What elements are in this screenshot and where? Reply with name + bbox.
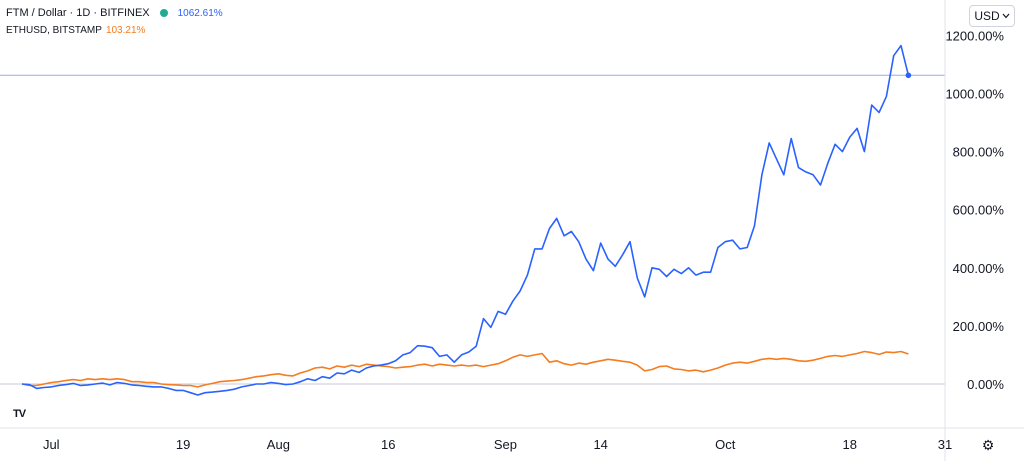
- x-tick-label: 18: [843, 437, 857, 452]
- currency-label: USD: [974, 9, 1000, 23]
- tradingview-logo-icon[interactable]: TV: [12, 408, 26, 420]
- x-tick-label: Oct: [715, 437, 736, 452]
- chevron-down-icon: [1002, 13, 1010, 19]
- legend-compare-symbol: ETHUSD, BITSTAMP: [6, 25, 102, 36]
- y-tick-label: 1000.00%: [945, 87, 1004, 102]
- y-tick-label: 200.00%: [953, 319, 1005, 334]
- legend-main-symbol: FTM / Dollar · 1D · BITFINEX: [6, 7, 150, 19]
- legend-main-series[interactable]: FTM / Dollar · 1D · BITFINEX 1062.61%: [6, 7, 223, 19]
- series-line-ethusd[interactable]: [21, 350, 909, 388]
- last-point-marker: [905, 72, 912, 79]
- gear-icon[interactable]: ⚙: [981, 436, 995, 453]
- x-tick-label: 14: [593, 437, 607, 452]
- currency-select-button[interactable]: USD: [969, 5, 1015, 27]
- x-tick-label: Jul: [43, 437, 60, 452]
- x-tick-label: Aug: [267, 437, 290, 452]
- x-tick-label: Sep: [494, 437, 517, 452]
- series-line-ftm[interactable]: [21, 44, 910, 396]
- x-tick-label: 31: [938, 437, 952, 452]
- y-tick-label: 400.00%: [953, 261, 1005, 276]
- y-tick-label: 1200.00%: [945, 28, 1004, 43]
- x-tick-label: 19: [176, 437, 190, 452]
- y-tick-label: 800.00%: [953, 145, 1005, 160]
- market-status-icon: [159, 9, 168, 18]
- x-tick-label: 16: [381, 437, 395, 452]
- y-tick-label: 0.00%: [967, 377, 1004, 392]
- y-tick-label: 600.00%: [953, 203, 1005, 218]
- legend-compare-series[interactable]: ETHUSD, BITSTAMP 103.21%: [6, 25, 145, 36]
- legend-main-value: 1062.61%: [177, 8, 223, 19]
- legend-compare-value: 103.21%: [105, 25, 146, 36]
